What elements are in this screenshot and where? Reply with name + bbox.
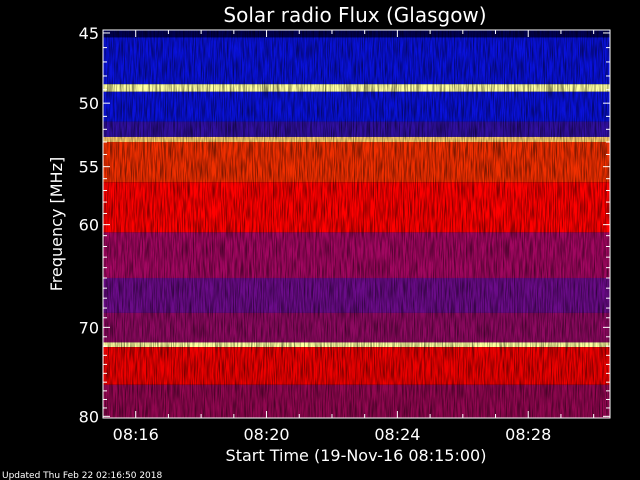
plot-frame	[102, 29, 611, 419]
y-tick-label: 80	[79, 407, 99, 426]
y-tick-label: 55	[79, 158, 99, 177]
y-axis-label: Frequency [MHz]	[47, 157, 66, 291]
y-tick-label: 50	[79, 94, 99, 113]
updated-timestamp: Updated Thu Feb 22 02:16:50 2018	[2, 471, 163, 480]
y-tick-label: 70	[79, 318, 99, 337]
y-tick-label: 60	[79, 216, 99, 235]
chart-title: Solar radio Flux (Glasgow)	[223, 3, 486, 27]
noise-texture	[103, 30, 610, 418]
x-axis-label: Start Time (19-Nov-16 08:15:00)	[226, 446, 487, 465]
x-tick-label: 08:16	[113, 425, 159, 444]
x-tick-label: 08:20	[243, 425, 289, 444]
y-axis: 45 50 55 60 70 80	[79, 24, 610, 426]
y-tick-label: 45	[79, 24, 99, 43]
x-tick-label: 08:24	[374, 425, 420, 444]
x-axis: 08:16 08:20 08:24 08:28	[102, 30, 595, 444]
x-tick-label: 08:28	[505, 425, 551, 444]
plot-area	[102, 29, 611, 419]
